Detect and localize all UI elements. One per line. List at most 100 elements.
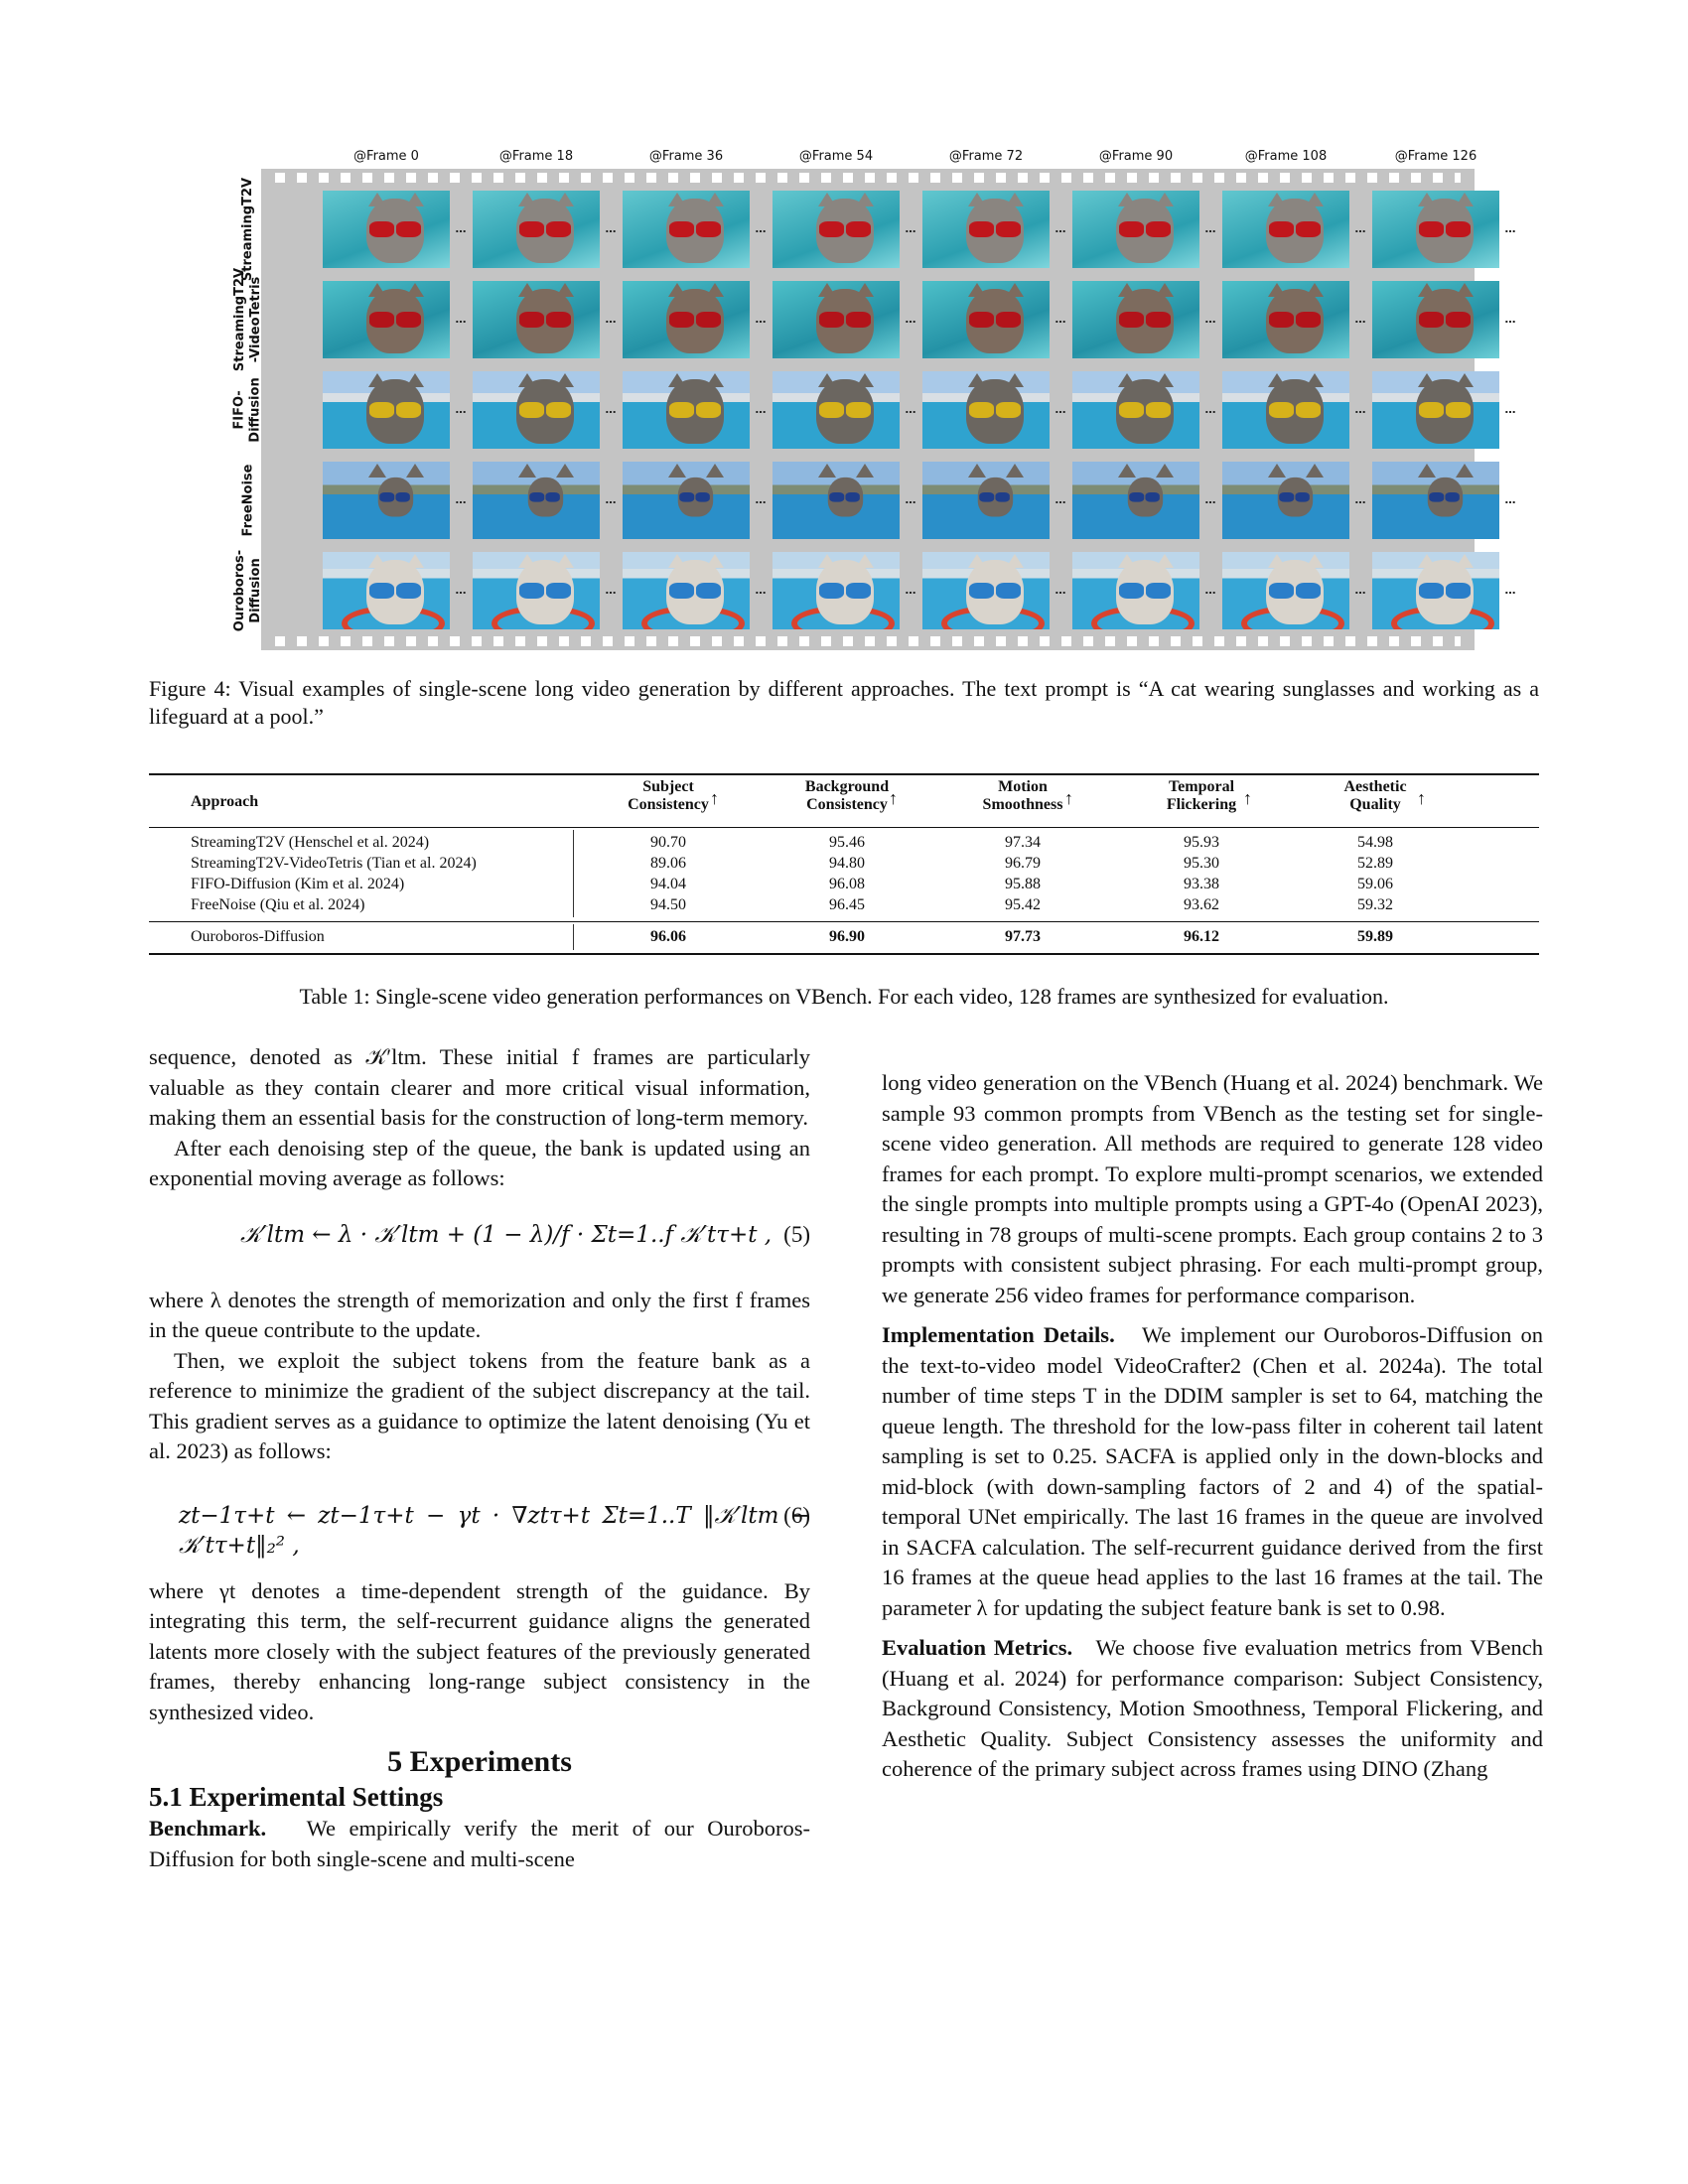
video-frame-thumbnail: [922, 371, 1050, 449]
approach-cell: Ouroboros-Diffusion: [191, 928, 325, 945]
video-frame-thumbnail: [773, 371, 900, 449]
video-frame-thumbnail: [1072, 462, 1199, 539]
ellipsis-marker: …: [1204, 222, 1216, 235]
video-frame-thumbnail: [473, 462, 600, 539]
video-frame-thumbnail: [1072, 371, 1199, 449]
higher-is-better-arrow: ↑: [1417, 788, 1426, 808]
value-cell: 52.89: [1357, 855, 1393, 872]
paragraph: where λ denotes the strength of memoriza…: [149, 1287, 810, 1343]
sprocket-holes-bottom: [275, 636, 1461, 646]
section-heading: 5 Experiments: [387, 1745, 572, 1778]
sprocket-holes-top: [275, 173, 1461, 183]
ellipsis-marker: …: [905, 403, 916, 416]
ellipsis-marker: …: [755, 222, 767, 235]
ellipsis-marker: …: [905, 493, 916, 506]
video-frame-thumbnail: [623, 462, 750, 539]
column-header: Motion Smoothness: [982, 778, 1063, 813]
column-separator: [573, 924, 574, 950]
left-column: sequence, denoted as 𝒦′ltm. These initia…: [149, 1042, 810, 1874]
video-frame-thumbnail: [1222, 191, 1349, 268]
video-frame-thumbnail: [1372, 552, 1499, 629]
paragraph-heading: Benchmark.: [149, 1816, 267, 1841]
paragraph-heading: Implementation Details.: [882, 1322, 1115, 1347]
ellipsis-marker: …: [1354, 493, 1366, 506]
ellipsis-marker: …: [455, 403, 467, 416]
video-frame-thumbnail: [473, 281, 600, 358]
video-frame-thumbnail: [473, 191, 600, 268]
column-header: Background Consistency: [804, 778, 890, 813]
ellipsis-marker: …: [605, 403, 617, 416]
video-frame-thumbnail: [323, 462, 450, 539]
right-column: long video generation on the VBench (Hua…: [882, 1068, 1543, 1785]
value-cell: 97.73: [1005, 928, 1041, 945]
frame-label: @Frame 90: [1098, 149, 1174, 164]
equation-body: zt−1τ+t ← zt−1τ+t − γt · ∇ztτ+t Σt=1..T …: [179, 1502, 810, 1560]
ellipsis-marker: …: [1055, 584, 1066, 597]
column-header: Subject Consistency: [628, 778, 709, 813]
frame-label: @Frame 72: [948, 149, 1024, 164]
value-cell: 96.90: [829, 928, 865, 945]
table-top-rule: [149, 773, 1539, 775]
paragraph: where γt denotes a time-dependent streng…: [149, 1577, 810, 1724]
value-cell: 95.30: [1184, 855, 1219, 872]
video-frame-thumbnail: [623, 281, 750, 358]
value-cell: 94.80: [829, 855, 865, 872]
frame-label: @Frame 54: [798, 149, 874, 164]
paragraph: sequence, denoted as 𝒦′ltm. These initia…: [149, 1044, 810, 1130]
value-cell: 96.06: [650, 928, 686, 945]
ellipsis-marker: …: [755, 403, 767, 416]
video-frame-thumbnail: [773, 552, 900, 629]
ellipsis-marker: …: [1055, 222, 1066, 235]
video-frame-thumbnail: [1222, 281, 1349, 358]
value-cell: 95.42: [1005, 896, 1041, 913]
ellipsis-marker: …: [455, 584, 467, 597]
video-frame-thumbnail: [323, 191, 450, 268]
video-frame-thumbnail: [1372, 371, 1499, 449]
approach-cell: StreamingT2V-VideoTetris (Tian et al. 20…: [191, 855, 477, 872]
ellipsis-marker: …: [1354, 313, 1366, 326]
frame-label: @Frame 126: [1394, 149, 1477, 164]
ellipsis-marker: …: [1204, 584, 1216, 597]
equation-6: zt−1τ+t ← zt−1τ+t − γt · ∇ztτ+t Σt=1..T …: [149, 1467, 810, 1576]
value-cell: 54.98: [1357, 834, 1393, 851]
value-cell: 89.06: [650, 855, 686, 872]
paragraph: We empirically verify the merit of our O…: [149, 1816, 810, 1871]
frame-label: @Frame 0: [353, 149, 419, 164]
ellipsis-marker: …: [605, 584, 617, 597]
ellipsis-marker: …: [605, 222, 617, 235]
approach-cell: FreeNoise (Qiu et al. 2024): [191, 896, 365, 913]
video-frame-thumbnail: [922, 281, 1050, 358]
paragraph: long video generation on the VBench (Hua…: [882, 1070, 1543, 1307]
ellipsis-marker: …: [1204, 403, 1216, 416]
ellipsis-marker: …: [1504, 313, 1516, 326]
ellipsis-marker: …: [905, 313, 916, 326]
table-header-rule: [149, 827, 1539, 828]
value-cell: 59.06: [1357, 876, 1393, 892]
video-frame-thumbnail: [922, 191, 1050, 268]
video-frame-thumbnail: [473, 371, 600, 449]
paragraph: After each denoising step of the queue, …: [149, 1135, 810, 1191]
higher-is-better-arrow: ↑: [1064, 788, 1073, 808]
equation-5: 𝒦′ltm ← λ · 𝒦′ltm + (1 − λ)/f · Σt=1..f …: [149, 1194, 810, 1286]
table-mid-rule: [149, 921, 1539, 922]
video-frame-thumbnail: [323, 281, 450, 358]
value-cell: 95.88: [1005, 876, 1041, 892]
video-frame-thumbnail: [623, 371, 750, 449]
filmstrip: …………………………………………………………………………………………………………: [261, 169, 1516, 650]
ellipsis-marker: …: [455, 222, 467, 235]
video-frame-thumbnail: [773, 191, 900, 268]
video-frame-thumbnail: [1372, 281, 1499, 358]
video-frame-thumbnail: [623, 191, 750, 268]
column-separator: [573, 830, 574, 917]
ellipsis-marker: …: [605, 313, 617, 326]
ellipsis-marker: …: [1204, 313, 1216, 326]
table-bottom-rule: [149, 953, 1539, 955]
value-cell: 96.79: [1005, 855, 1041, 872]
value-cell: 95.93: [1184, 834, 1219, 851]
ellipsis-marker: …: [1504, 403, 1516, 416]
ellipsis-marker: …: [455, 493, 467, 506]
video-frame-thumbnail: [922, 462, 1050, 539]
higher-is-better-arrow: ↑: [1243, 788, 1252, 808]
ellipsis-marker: …: [1055, 403, 1066, 416]
column-header: Approach: [191, 793, 259, 810]
